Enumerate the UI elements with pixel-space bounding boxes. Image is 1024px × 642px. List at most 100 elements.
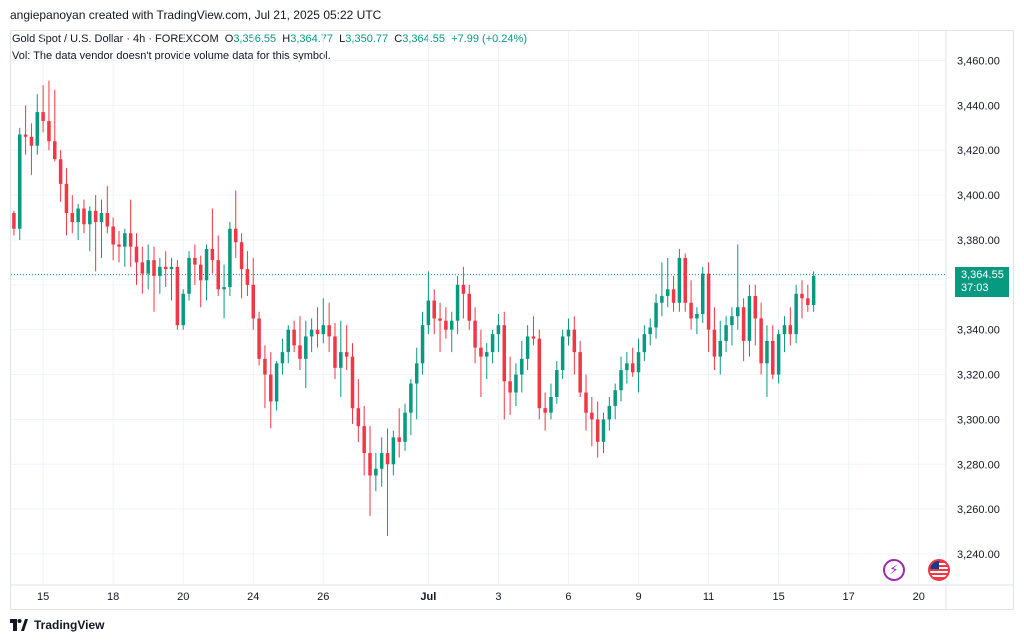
- candle-body: [286, 329, 291, 353]
- candle-body: [304, 336, 308, 359]
- candle-body: [274, 363, 279, 402]
- tradingview-footer[interactable]: TradingView: [10, 618, 104, 632]
- candle-body: [765, 340, 769, 364]
- candle-body: [374, 468, 378, 476]
- candle-body: [76, 208, 80, 223]
- candle-body: [578, 352, 582, 393]
- x-tick-label: 26: [317, 591, 329, 603]
- volume-note: Vol: The data vendor doesn't provide vol…: [12, 50, 331, 62]
- candle-body: [625, 363, 629, 371]
- candle-body: [414, 363, 419, 384]
- change-value: +7.99 (+0.24%): [451, 33, 527, 45]
- high-label: H: [282, 33, 291, 45]
- candle-body: [339, 352, 343, 368]
- high-value: 3,364.77: [290, 33, 334, 45]
- candle-body: [204, 248, 209, 281]
- candle-body: [163, 266, 168, 270]
- x-tick-label: 24: [247, 591, 259, 603]
- candle-body: [607, 405, 612, 420]
- y-tick-label: 3,380.00: [957, 235, 1000, 247]
- candle-body: [811, 275, 816, 306]
- candle-body: [630, 363, 635, 373]
- candle-body: [140, 262, 145, 274]
- close-label: C: [394, 33, 403, 45]
- candle-body: [123, 233, 127, 247]
- candle-body: [41, 112, 45, 122]
- x-tick-label: 9: [635, 591, 641, 603]
- candle-body: [198, 264, 203, 281]
- candle-body: [420, 325, 425, 364]
- candle-body: [800, 293, 804, 299]
- candle-body: [298, 345, 302, 359]
- candle-body: [665, 289, 670, 297]
- y-tick-label: 3,320.00: [957, 370, 1000, 382]
- candle-body: [555, 370, 559, 397]
- bar-countdown: 37:03: [961, 282, 989, 294]
- y-tick-label: 3,260.00: [957, 504, 1000, 516]
- us-flag-icon[interactable]: [928, 559, 950, 581]
- candle-body: [409, 383, 413, 413]
- candle-body: [216, 260, 220, 290]
- y-tick-label: 3,340.00: [957, 325, 1000, 337]
- x-tick-label: 15: [37, 591, 49, 603]
- candle-body: [47, 121, 51, 142]
- candle-body: [64, 183, 69, 214]
- candle-body: [461, 284, 466, 294]
- chart-area[interactable]: [10, 30, 1014, 610]
- candle-body: [438, 318, 442, 321]
- candle-body: [193, 257, 197, 265]
- candle-body: [379, 453, 384, 469]
- candle-body: [58, 159, 63, 184]
- tradingview-logo-icon: [10, 619, 28, 631]
- candle-body: [228, 228, 232, 288]
- candle-body: [397, 437, 401, 442]
- candle-body: [210, 248, 215, 261]
- candle-body: [222, 287, 226, 290]
- candle-body: [531, 336, 536, 339]
- candle-body: [782, 325, 787, 335]
- candle-body: [29, 136, 34, 146]
- candle-body: [356, 408, 361, 427]
- open-label: O: [224, 33, 234, 45]
- x-tick-label: 6: [565, 591, 571, 603]
- candle-body: [543, 408, 547, 413]
- candle-body: [508, 381, 512, 393]
- candle-body: [520, 358, 524, 375]
- candle-body: [473, 320, 477, 348]
- candle-body: [776, 334, 781, 375]
- candle-body: [315, 329, 320, 335]
- last-price-tag: 3,364.55 37:03: [955, 267, 1009, 297]
- candle-body: [712, 329, 717, 357]
- candle-body: [444, 320, 448, 330]
- candle-body: [391, 437, 396, 465]
- candle-body: [35, 112, 40, 146]
- candle-body: [525, 336, 530, 359]
- candle-body: [636, 352, 641, 373]
- candle-body: [70, 213, 75, 223]
- candle-body: [18, 134, 22, 229]
- candle-body: [514, 374, 518, 393]
- candle-body: [432, 300, 436, 319]
- low-value: 3,350.77: [345, 33, 389, 45]
- candle-body: [134, 246, 139, 263]
- candle-body: [403, 412, 407, 442]
- candle-body: [333, 336, 337, 368]
- candle-body: [362, 426, 366, 454]
- candle-body: [175, 266, 180, 326]
- candle-body: [88, 210, 92, 225]
- candle-body: [128, 233, 133, 247]
- candle-body: [730, 316, 734, 326]
- candle-body: [654, 302, 658, 328]
- candle-body: [736, 307, 740, 317]
- y-tick-label: 3,460.00: [957, 56, 1000, 68]
- candle-body: [747, 296, 752, 341]
- candle-body: [292, 329, 296, 346]
- candle-body: [93, 210, 98, 223]
- candle-body: [82, 208, 86, 225]
- bolt-icon[interactable]: ⚡: [883, 559, 905, 581]
- candle-body: [327, 325, 331, 337]
- candle-body: [806, 298, 810, 306]
- candle-body: [718, 340, 723, 357]
- candle-body: [759, 318, 763, 364]
